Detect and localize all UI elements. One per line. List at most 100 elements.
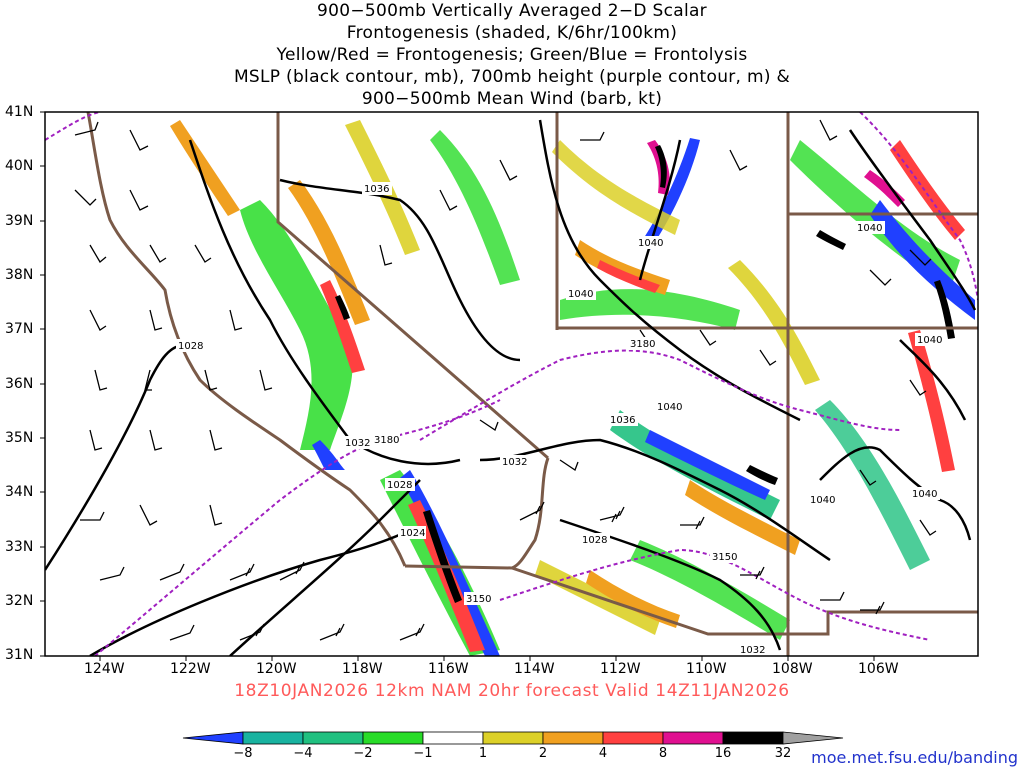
mslp-label: 1032 xyxy=(345,438,370,449)
colorbar-cell xyxy=(602,731,664,745)
wind-barb xyxy=(89,429,103,451)
lon-label: 120W xyxy=(256,661,297,677)
mslp-contour-1036 xyxy=(279,178,521,362)
frontolysis-strong-band xyxy=(640,138,700,250)
wind-barb xyxy=(229,309,243,331)
wind-barb xyxy=(229,563,255,581)
mslp-contours xyxy=(45,119,977,656)
mslp-label: 1032 xyxy=(740,645,765,656)
wind-barb xyxy=(209,504,223,526)
credit-link[interactable]: moe.met.fsu.edu/banding xyxy=(811,748,1018,767)
wind-barb xyxy=(819,119,838,141)
mslp-label: 1040 xyxy=(568,289,593,300)
wind-barb xyxy=(74,189,97,206)
wind-barb xyxy=(149,309,163,331)
wind-barb xyxy=(399,623,425,641)
frontolysis-strong-band xyxy=(312,440,345,470)
wind-barb xyxy=(149,244,167,263)
wind-barb xyxy=(860,601,885,615)
lon-label: 122W xyxy=(170,661,211,677)
wind-barb xyxy=(379,244,393,266)
lat-label: 31N xyxy=(5,647,34,663)
mslp-contour-1040 xyxy=(538,119,801,422)
lat-label: 33N xyxy=(5,539,34,555)
frontolysis-strong-band xyxy=(645,430,770,500)
mslp-contour-1028 xyxy=(229,479,421,656)
lat-label: 32N xyxy=(5,593,34,609)
frontogenesis-shading xyxy=(170,120,975,656)
height-label: 3150 xyxy=(466,594,491,605)
wind-barb xyxy=(139,504,158,526)
lon-label: 114W xyxy=(514,661,555,677)
mslp-contour-1040 xyxy=(848,129,977,311)
wind-barb xyxy=(129,129,149,151)
mslp-label: 1040 xyxy=(917,335,942,346)
wind-barb xyxy=(279,561,305,581)
wind-barb xyxy=(479,419,499,431)
frontogenesis-max xyxy=(335,295,350,320)
ca-mexico-border xyxy=(404,564,513,570)
lat-label: 34N xyxy=(5,484,34,500)
colorbar-label: −2 xyxy=(353,746,373,761)
mslp-label: 1040 xyxy=(810,495,835,506)
frontolysis-strong-band xyxy=(400,470,500,656)
wind-barb xyxy=(169,624,195,641)
height-contour-3150 xyxy=(45,112,101,141)
mslp-contour-1032 xyxy=(188,139,461,466)
lon-label: 106W xyxy=(858,661,899,677)
colorbar-label: −1 xyxy=(413,746,433,761)
frontolysis-band xyxy=(240,200,353,450)
frontogenesis-band xyxy=(597,260,660,293)
lon-label: 110W xyxy=(686,661,727,677)
forecast-run-label: 18Z10JAN2026 12km NAM 20hr forecast Vali… xyxy=(234,681,790,701)
wind-barb xyxy=(159,563,185,581)
height-label: 3180 xyxy=(374,435,399,446)
colorbar-cell xyxy=(422,731,484,745)
wind-barb xyxy=(559,459,579,471)
wind-barb xyxy=(519,501,545,521)
mslp-label: 1028 xyxy=(582,535,607,546)
lat-label: 38N xyxy=(5,267,34,283)
lat-label: 39N xyxy=(5,213,34,229)
wind-barb xyxy=(239,623,265,641)
title-line-2: Frontogenesis (shaded, K/6hr/100km) xyxy=(346,23,678,43)
frontolysis-band xyxy=(815,400,930,570)
frontogenesis-max xyxy=(864,170,905,207)
wind-barb xyxy=(729,149,748,171)
az-mexico-border xyxy=(511,566,978,636)
coastline xyxy=(86,112,407,567)
mslp-contour-1024 xyxy=(89,528,411,656)
nv-ca-border xyxy=(276,112,549,460)
colorbar-label: 4 xyxy=(598,746,608,761)
wind-barb xyxy=(149,429,163,451)
lat-label: 40N xyxy=(5,158,34,174)
wind-barb xyxy=(99,566,125,581)
wind-barb xyxy=(194,244,212,263)
mslp-label: 1032 xyxy=(502,457,527,468)
axis-ticks xyxy=(40,111,875,661)
height-label: 3180 xyxy=(630,339,655,350)
colorbar-label: 16 xyxy=(714,746,732,761)
wind-barb xyxy=(820,591,845,601)
colorbar-cell xyxy=(782,731,844,745)
title-line-3: Yellow/Red = Frontogenesis; Green/Blue =… xyxy=(276,45,748,65)
colorbar-cell xyxy=(722,731,784,745)
wind-barb xyxy=(599,506,625,523)
wind-barb xyxy=(499,159,518,181)
frontogenesis-band xyxy=(908,330,955,472)
wind-barb xyxy=(80,511,105,521)
mslp-label: 1024 xyxy=(400,528,425,539)
lat-label: 35N xyxy=(5,430,34,446)
title-line-5: 900−500mb Mean Wind (barb, kt) xyxy=(361,89,663,109)
frontogenesis-band xyxy=(170,120,240,216)
frontolysis-band xyxy=(430,130,520,285)
colorbar-label: −4 xyxy=(293,746,313,761)
wind-barb xyxy=(439,189,458,211)
height-contour-3150 xyxy=(94,399,501,656)
wind-barb xyxy=(209,429,223,451)
colorbar-cell xyxy=(242,731,304,745)
colorbar-cell xyxy=(662,731,724,745)
lon-label: 124W xyxy=(84,661,125,677)
mslp-label: 1036 xyxy=(610,415,635,426)
